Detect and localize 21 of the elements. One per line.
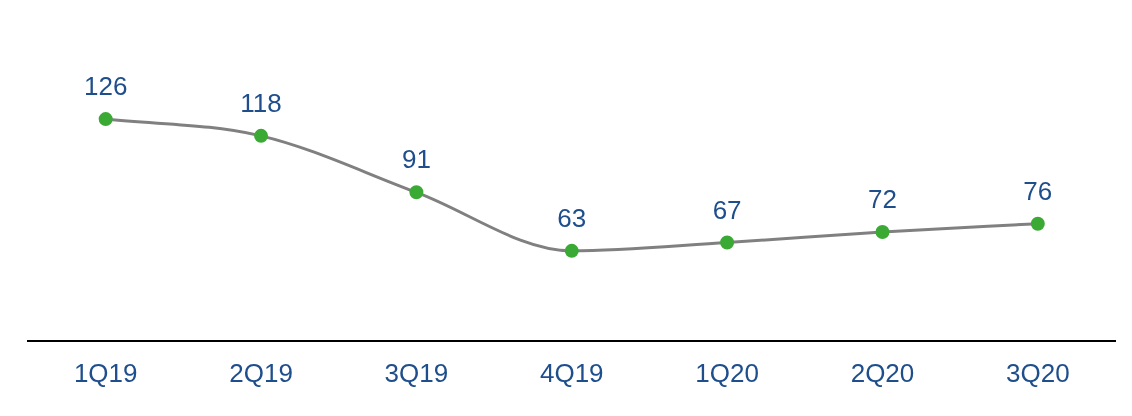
x-tick-label: 3Q20: [1006, 357, 1070, 388]
point: [98, 112, 113, 127]
x-tick-label: 1Q19: [73, 357, 138, 388]
x-tick-label: 1Q20: [695, 357, 759, 388]
x-tick-label: 2Q20: [850, 357, 915, 388]
data-label: 72: [868, 184, 897, 215]
x-tick-label: 3Q19: [384, 357, 449, 388]
data-label: 126: [83, 71, 128, 102]
point: [254, 128, 269, 143]
x-tick-label: 4Q19: [539, 357, 604, 388]
data-label: 76: [1023, 175, 1053, 206]
point: [875, 225, 890, 240]
data-label: 118: [240, 88, 282, 119]
data-label: 91: [401, 144, 431, 175]
point: [1030, 216, 1045, 231]
point: [720, 235, 735, 250]
point: [409, 185, 424, 200]
data-label: 63: [557, 203, 587, 234]
point: [564, 243, 579, 258]
data-label: 67: [712, 194, 742, 225]
x-tick-label: 2Q19: [229, 357, 293, 388]
